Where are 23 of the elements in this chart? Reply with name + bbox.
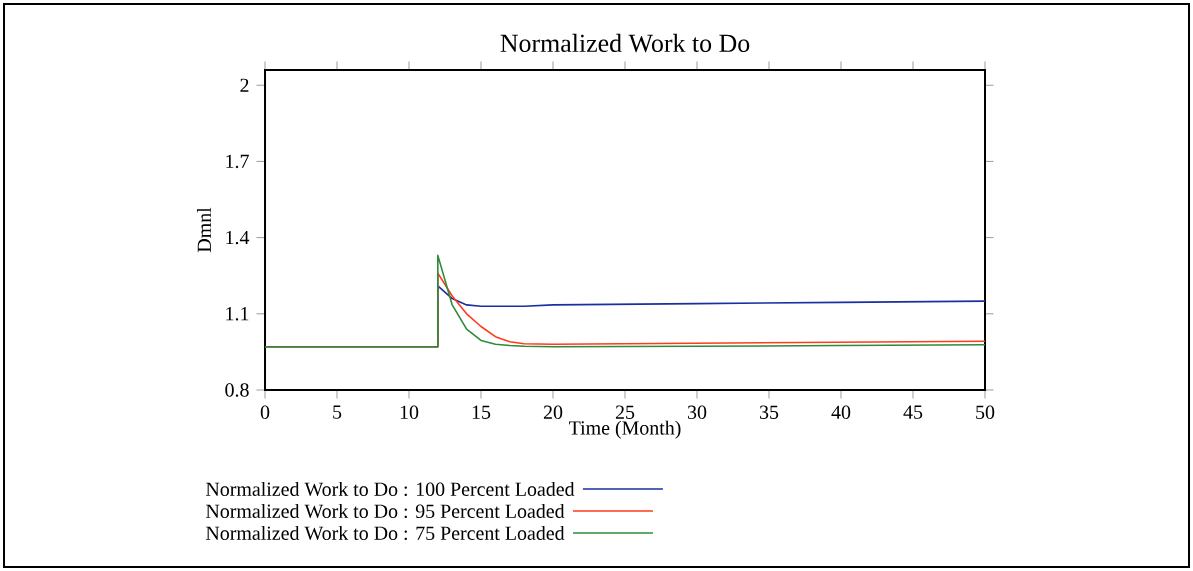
legend-label: Normalized Work to Do : 75 Percent Loaded <box>205 525 565 541</box>
y-tick-label: 2 <box>240 78 249 92</box>
y-tick-label: 1.4 <box>226 230 250 245</box>
x-tick-label: 45 <box>903 405 923 419</box>
x-tick-label: 50 <box>976 405 995 419</box>
y-tick-label: 1.1 <box>226 307 249 321</box>
y-tick-label: 0.8 <box>225 383 249 397</box>
x-tick-label: 40 <box>831 405 851 419</box>
x-tick-label: 5 <box>333 405 342 419</box>
x-tick-label: 0 <box>260 405 270 419</box>
x-axis-title: Time (Month) <box>569 420 681 439</box>
x-tick-label: 25 <box>615 405 635 419</box>
x-tick-label: 35 <box>760 405 779 419</box>
legend-label: Normalized Work to Do : 100 Percent Loaded <box>205 481 575 497</box>
y-tick-label: 1.7 <box>226 154 249 169</box>
line-series <box>265 254 986 348</box>
x-tick-label: 20 <box>543 405 563 419</box>
x-tick-label: 15 <box>472 405 491 419</box>
x-tick-label: 30 <box>688 405 707 419</box>
x-tick-label: 10 <box>400 405 419 419</box>
y-axis-title: Dmnl <box>197 207 211 253</box>
chart-title: Normalized Work to Do <box>500 33 750 53</box>
legend-label: Normalized Work to Do : 95 Percent Loaded <box>205 503 565 519</box>
